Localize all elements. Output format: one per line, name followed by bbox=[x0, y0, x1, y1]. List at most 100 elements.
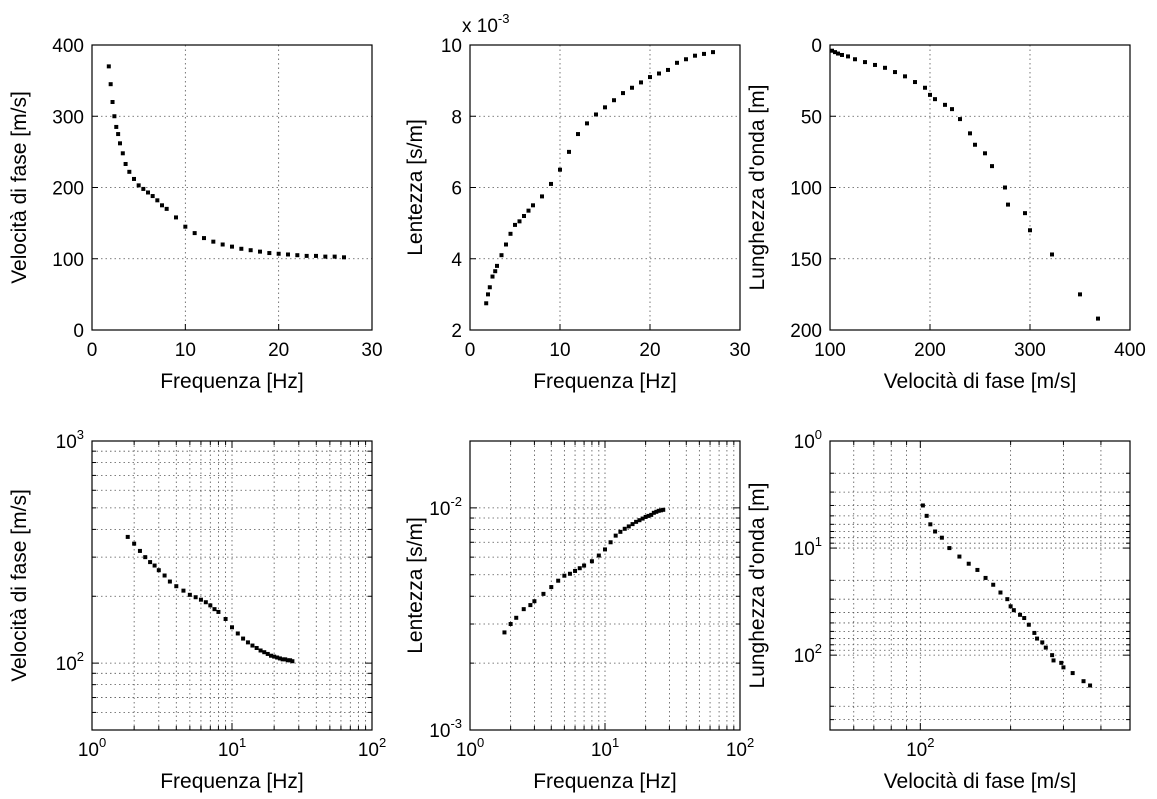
data-point bbox=[141, 186, 146, 191]
x-axis-title: Velocità di fase [m/s] bbox=[884, 770, 1077, 793]
data-point bbox=[202, 236, 206, 241]
data-point bbox=[164, 206, 169, 211]
data-point bbox=[513, 222, 517, 227]
y-tick-label: 10-2 bbox=[429, 494, 462, 520]
y-axis-title: Lentezza [s/m] bbox=[404, 119, 427, 256]
grid-lines bbox=[830, 441, 1130, 730]
data-point bbox=[137, 548, 142, 553]
data-point bbox=[295, 253, 300, 258]
data-point bbox=[110, 100, 115, 104]
x-tick-label: 101 bbox=[591, 735, 619, 761]
y-tick-label: 2 bbox=[451, 321, 462, 342]
data-point bbox=[531, 203, 535, 208]
data-point bbox=[840, 52, 844, 57]
x-tick-label: 0 bbox=[465, 340, 476, 361]
data-point bbox=[241, 636, 246, 641]
data-point bbox=[1043, 645, 1048, 650]
data-point bbox=[208, 603, 213, 608]
x-axis-title: Frequenza [Hz] bbox=[533, 770, 677, 793]
data-point bbox=[148, 560, 153, 565]
data-point bbox=[830, 48, 834, 53]
data-point bbox=[269, 653, 274, 658]
data-series bbox=[125, 534, 295, 664]
data-point bbox=[486, 292, 490, 297]
y-tick-label: 100 bbox=[790, 179, 822, 200]
y-tick-label: 200 bbox=[52, 179, 84, 200]
data-point bbox=[923, 85, 927, 90]
grid-lines bbox=[92, 45, 372, 330]
data-point bbox=[975, 567, 980, 572]
data-point bbox=[484, 301, 489, 306]
data-point bbox=[275, 655, 280, 660]
y-scale-multiplier: x 10-3 bbox=[462, 11, 509, 37]
chart-panel-5: 100 101 102 10-3 10-2 Frequenza [Hz] Lentezza … bbox=[404, 440, 754, 793]
data-point bbox=[203, 600, 208, 605]
y-tick-label: 10-3 bbox=[429, 716, 462, 742]
data-point bbox=[502, 630, 507, 635]
data-point bbox=[108, 82, 113, 87]
data-point bbox=[577, 566, 582, 571]
data-point bbox=[114, 124, 119, 129]
data-point bbox=[1003, 185, 1007, 190]
y-tick-label: 0 bbox=[811, 36, 822, 57]
data-point bbox=[920, 503, 925, 508]
data-point bbox=[487, 285, 492, 290]
data-point bbox=[651, 510, 656, 515]
data-point bbox=[603, 105, 607, 110]
data-point bbox=[567, 571, 572, 576]
y-tick-label: 102 bbox=[56, 649, 84, 675]
data-point bbox=[541, 591, 546, 596]
x-tick-label: 400 bbox=[1114, 340, 1146, 361]
x-tick-label: 102 bbox=[906, 735, 934, 761]
data-point bbox=[187, 592, 192, 597]
data-point bbox=[183, 224, 188, 229]
data-point bbox=[991, 582, 996, 587]
data-series bbox=[502, 507, 666, 635]
data-point bbox=[659, 508, 664, 513]
y-tick-label: 150 bbox=[790, 250, 822, 271]
data-point bbox=[277, 656, 282, 661]
data-point bbox=[254, 645, 259, 650]
x-tick-label: 100 bbox=[814, 340, 846, 361]
y-tick-label: 300 bbox=[52, 107, 84, 128]
data-point bbox=[846, 54, 850, 59]
data-point bbox=[702, 51, 706, 56]
data-point bbox=[639, 80, 643, 85]
data-point bbox=[499, 253, 504, 258]
data-point bbox=[258, 648, 263, 653]
data-point bbox=[626, 524, 631, 529]
data-point bbox=[540, 194, 544, 199]
data-point bbox=[1005, 597, 1010, 602]
data-point bbox=[314, 253, 318, 258]
data-series bbox=[830, 48, 1100, 321]
data-point bbox=[146, 190, 150, 195]
data-point bbox=[532, 599, 537, 604]
data-point bbox=[198, 597, 203, 602]
data-point bbox=[933, 529, 938, 534]
data-point bbox=[528, 603, 533, 608]
data-point bbox=[342, 255, 346, 260]
x-tick-label: 100 bbox=[78, 735, 106, 761]
data-point bbox=[181, 588, 186, 593]
data-point bbox=[1096, 316, 1100, 321]
data-point bbox=[833, 50, 837, 55]
data-point bbox=[1050, 252, 1054, 257]
data-point bbox=[913, 80, 917, 85]
data-point bbox=[248, 248, 253, 253]
data-point bbox=[262, 650, 267, 655]
data-point bbox=[118, 141, 122, 146]
data-point bbox=[973, 142, 977, 147]
data-point bbox=[245, 640, 250, 645]
data-point bbox=[290, 659, 295, 664]
x-tick-label: 300 bbox=[1014, 340, 1046, 361]
data-point bbox=[526, 208, 531, 213]
y-tick-label: 8 bbox=[451, 107, 462, 128]
data-point bbox=[640, 516, 645, 521]
data-point bbox=[1018, 612, 1023, 617]
data-point bbox=[1088, 683, 1093, 688]
y-tick-label: 102 bbox=[794, 641, 822, 667]
data-point bbox=[675, 60, 679, 65]
